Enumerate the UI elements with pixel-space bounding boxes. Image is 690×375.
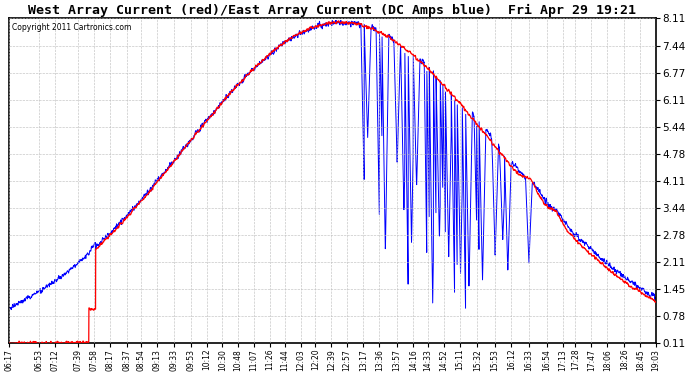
Title: West Array Current (red)/East Array Current (DC Amps blue)  Fri Apr 29 19:21: West Array Current (red)/East Array Curr…: [28, 4, 636, 17]
Text: Copyright 2011 Cartronics.com: Copyright 2011 Cartronics.com: [12, 23, 131, 32]
